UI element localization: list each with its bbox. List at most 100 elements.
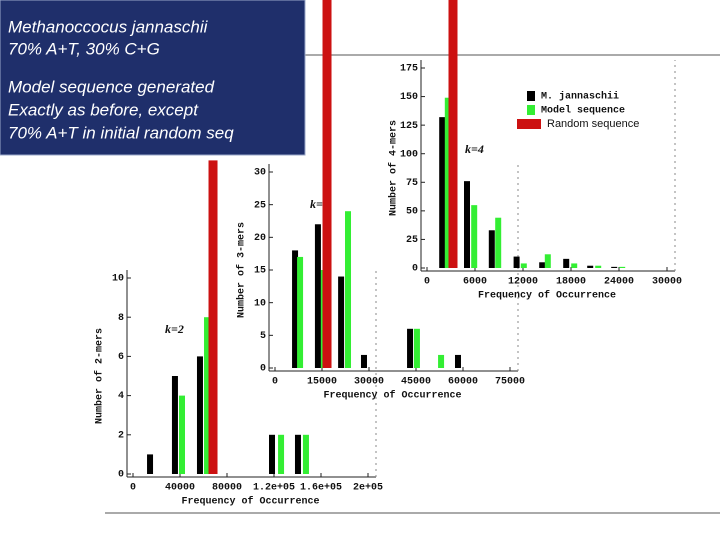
legend-label: M. jannaschii bbox=[541, 91, 619, 103]
y-tick-label: 5 bbox=[260, 331, 266, 342]
bar bbox=[294, 434, 301, 474]
x-tick-label: 40000 bbox=[165, 483, 195, 494]
y-tick-label: 175 bbox=[400, 64, 418, 75]
bar bbox=[513, 256, 520, 268]
annotation: k=4 bbox=[465, 142, 484, 156]
y-tick-label: 30 bbox=[254, 168, 266, 179]
y-tick-label: 100 bbox=[400, 149, 418, 160]
bar bbox=[444, 97, 451, 268]
x-tick-label: 18000 bbox=[556, 277, 586, 288]
y-tick-label: 125 bbox=[400, 121, 418, 132]
bar bbox=[464, 181, 470, 268]
y-tick-label: 10 bbox=[112, 274, 124, 285]
x-tick-label: 6000 bbox=[463, 277, 487, 288]
x-tick-label: 2e+05 bbox=[353, 483, 383, 494]
bar bbox=[619, 266, 626, 268]
text-box: Methanoccocus jannaschii 70% A+T, 30% C+G… bbox=[0, 0, 306, 156]
y-tick-label: 50 bbox=[406, 206, 418, 217]
bar bbox=[439, 117, 446, 269]
legend-swatch bbox=[517, 119, 541, 129]
bar bbox=[204, 317, 211, 474]
legend-label: Model sequence bbox=[541, 105, 625, 117]
bar bbox=[448, 0, 458, 269]
y-tick-label: 6 bbox=[118, 352, 124, 363]
bar bbox=[208, 160, 218, 474]
x-tick-label: 1.6e+05 bbox=[300, 483, 342, 494]
x-tick-label: 75000 bbox=[495, 377, 525, 388]
bar bbox=[278, 434, 285, 474]
text-box-line: 70% A+T, 30% C+G bbox=[8, 39, 160, 58]
y-axis-label: Number of 4-mers bbox=[388, 120, 400, 216]
bar bbox=[178, 395, 185, 474]
x-tick-label: 80000 bbox=[212, 483, 242, 494]
bar bbox=[544, 254, 551, 268]
text-box-line: Exactly as before, except bbox=[8, 100, 199, 119]
bar bbox=[269, 434, 276, 474]
chart: 0 2 4 6 8 10 0 40000 80000 1.2e+05 1.6e+05 2e+05 Fre… bbox=[94, 160, 383, 508]
legend-swatch bbox=[527, 105, 535, 115]
y-tick-label: 10 bbox=[254, 298, 266, 309]
bar bbox=[495, 217, 502, 268]
legend-swatch bbox=[527, 91, 535, 101]
bar bbox=[571, 263, 578, 268]
bar bbox=[297, 256, 304, 368]
y-tick-label: 8 bbox=[118, 313, 124, 324]
x-tick-label: 15000 bbox=[307, 377, 337, 388]
bar bbox=[520, 263, 527, 268]
x-tick-label: 30000 bbox=[652, 277, 682, 288]
bar bbox=[587, 265, 594, 268]
bar bbox=[595, 265, 602, 268]
y-tick-label: 0 bbox=[412, 264, 418, 275]
bar bbox=[488, 230, 495, 268]
bar bbox=[539, 262, 546, 268]
y-tick-label: 2 bbox=[118, 430, 124, 441]
x-tick-label: 0 bbox=[424, 277, 430, 288]
text-box-line: Model sequence generated bbox=[8, 77, 215, 96]
x-axis-label: Frequency of Occurrence bbox=[323, 390, 461, 402]
bar bbox=[563, 258, 570, 268]
text-box-line: Methanoccocus jannaschii bbox=[8, 17, 209, 36]
x-tick-label: 45000 bbox=[401, 377, 431, 388]
bar bbox=[407, 328, 414, 368]
y-tick-label: 15 bbox=[254, 266, 266, 277]
bar bbox=[292, 250, 299, 368]
bar bbox=[147, 454, 154, 474]
y-axis-label: Number of 2-mers bbox=[94, 328, 106, 424]
x-tick-label: 0 bbox=[130, 483, 136, 494]
y-tick-label: 4 bbox=[118, 391, 124, 402]
bar bbox=[196, 356, 203, 474]
x-tick-label: 12000 bbox=[508, 277, 538, 288]
bar bbox=[438, 354, 445, 368]
x-tick-label: 24000 bbox=[604, 277, 634, 288]
bar bbox=[314, 224, 321, 368]
bar bbox=[611, 266, 618, 268]
y-tick-label: 150 bbox=[400, 92, 418, 103]
y-tick-label: 0 bbox=[118, 470, 124, 481]
text-box-line: 70% A+T in initial random seq bbox=[8, 123, 234, 142]
y-tick-label: 0 bbox=[260, 364, 266, 375]
x-tick-label: 0 bbox=[272, 377, 278, 388]
y-tick-label: 25 bbox=[254, 200, 266, 211]
bar bbox=[454, 354, 461, 368]
legend-label: Random sequence bbox=[547, 118, 639, 130]
y-tick-label: 20 bbox=[254, 233, 266, 244]
bar bbox=[171, 376, 178, 474]
text-box-bg bbox=[0, 0, 306, 156]
bar bbox=[345, 211, 352, 368]
bar bbox=[360, 354, 367, 368]
x-axis-label: Frequency of Occurrence bbox=[478, 290, 616, 302]
x-tick-label: 30000 bbox=[354, 377, 384, 388]
x-tick-label: 60000 bbox=[448, 377, 478, 388]
y-axis-label: Number of 3-mers bbox=[236, 222, 248, 318]
bar bbox=[322, 0, 332, 368]
y-tick-label: 75 bbox=[406, 178, 418, 189]
x-tick-label: 1.2e+05 bbox=[253, 483, 295, 494]
annotation: k=2 bbox=[165, 322, 184, 336]
y-tick-label: 25 bbox=[406, 235, 418, 246]
bar bbox=[338, 276, 345, 368]
chart: 0 25 50 75 100 125 150 175 0 6000 12000 18000 24000 3… bbox=[388, 0, 682, 302]
x-axis-label: Frequency of Occurrence bbox=[181, 496, 319, 508]
